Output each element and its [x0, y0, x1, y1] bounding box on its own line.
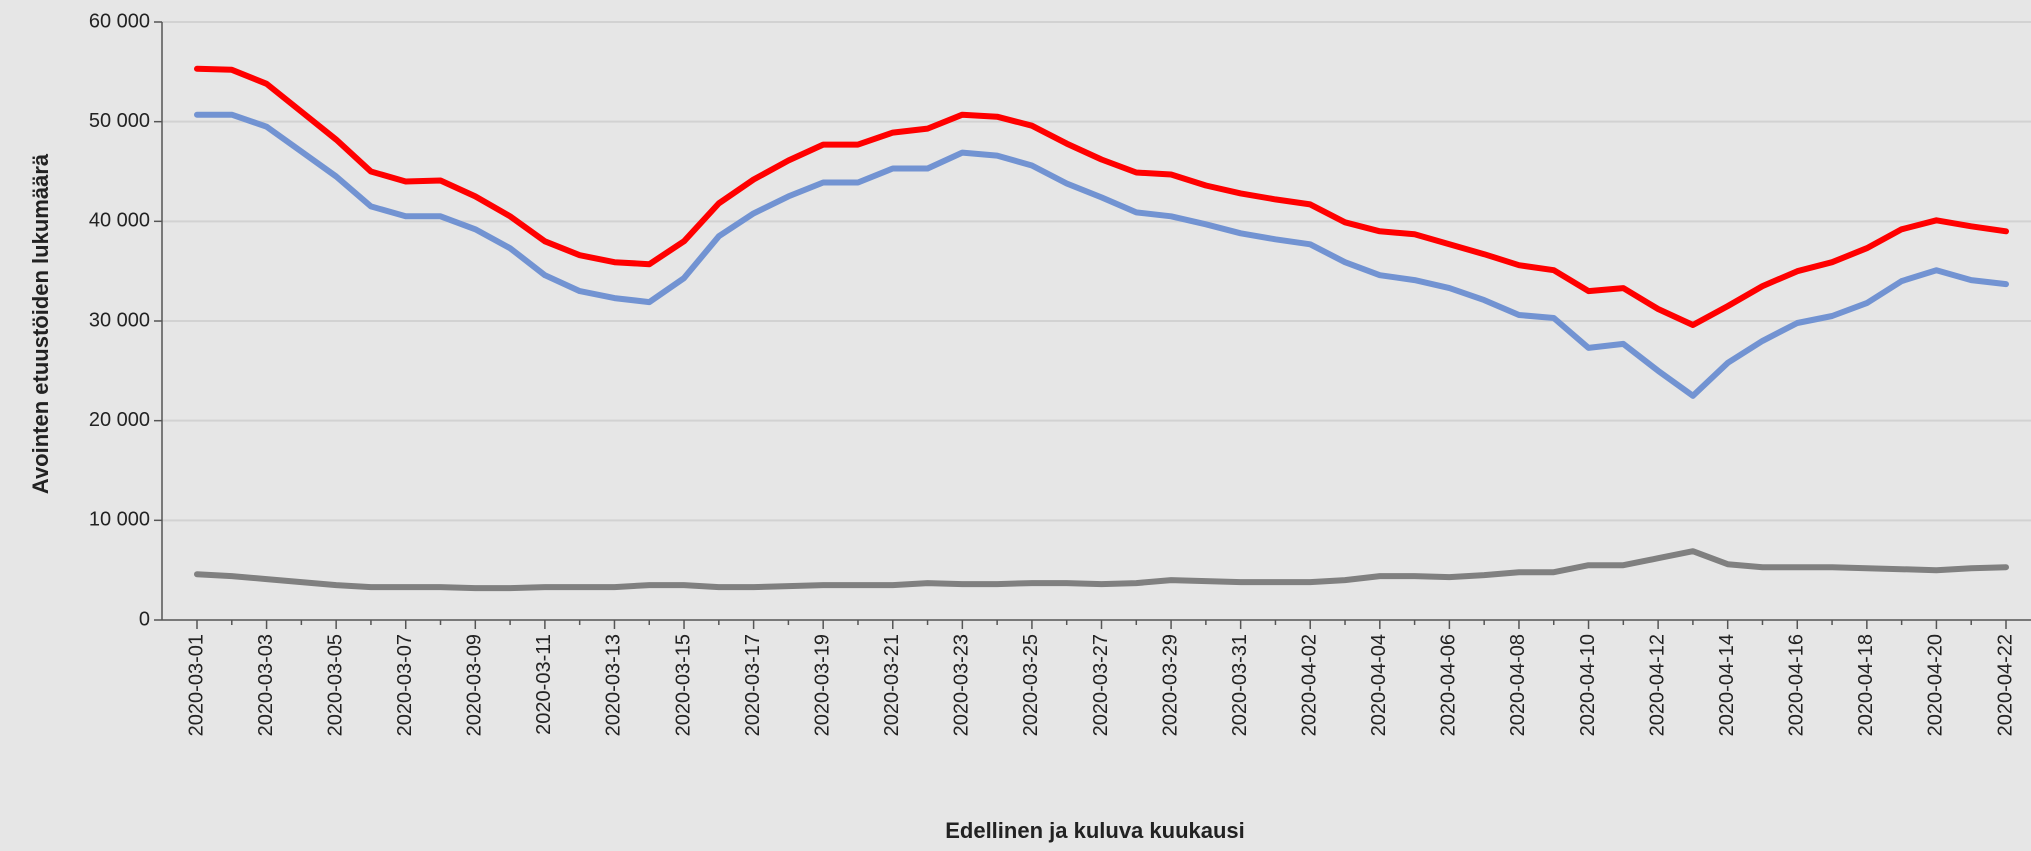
x-tick-label: 2020-04-18 — [1855, 634, 1877, 736]
series-line — [194, 65, 2009, 328]
x-tick-label: 2020-04-14 — [1716, 634, 1738, 736]
x-tick-label: 2020-03-17 — [742, 634, 764, 736]
x-tick-label: 2020-03-01 — [185, 634, 207, 736]
y-tick-label: 10 000 — [89, 509, 150, 531]
x-tick-label: 2020-03-09 — [464, 634, 486, 736]
x-tick-label: 2020-03-27 — [1090, 634, 1112, 736]
x-axis-title: Edellinen ja kuluva kuukausi — [945, 818, 1245, 843]
x-tick-label: 2020-03-05 — [324, 634, 346, 736]
x-tick-label: 2020-03-23 — [951, 634, 973, 736]
x-tick-label: 2020-04-20 — [1925, 634, 1947, 736]
y-tick-label: 30 000 — [89, 309, 150, 331]
x-tick-label: 2020-03-15 — [672, 634, 694, 736]
y-tick-label: 50 000 — [89, 110, 150, 132]
x-tick-label: 2020-03-31 — [1229, 634, 1251, 736]
x-tick-label: 2020-04-06 — [1438, 634, 1460, 736]
x-tick-label: 2020-04-10 — [1577, 634, 1599, 736]
x-tick-label: 2020-03-19 — [811, 634, 833, 736]
x-tick-label: 2020-03-03 — [255, 634, 277, 736]
x-tick-label: 2020-04-02 — [1299, 634, 1321, 736]
x-tick-label: 2020-04-16 — [1786, 634, 1808, 736]
x-tick-label: 2020-03-11 — [533, 634, 555, 735]
y-tick-label: 40 000 — [89, 210, 150, 232]
y-tick-label: 0 — [139, 608, 150, 630]
y-axis-title: Avointen etuustöiden lukumäärä — [28, 153, 53, 494]
x-tick-label: 2020-04-12 — [1646, 634, 1668, 736]
series-line — [194, 548, 2009, 592]
x-tick-label: 2020-03-25 — [1020, 634, 1042, 736]
x-tick-label: 2020-04-04 — [1368, 634, 1390, 736]
x-tick-label: 2020-03-07 — [394, 634, 416, 736]
x-tick-label: 2020-03-29 — [1159, 634, 1181, 736]
series-line — [194, 111, 2009, 399]
y-tick-label: 20 000 — [89, 409, 150, 431]
x-tick-label: 2020-03-13 — [603, 634, 625, 736]
x-tick-label: 2020-04-08 — [1507, 634, 1529, 736]
x-tick-label: 2020-03-21 — [881, 634, 903, 736]
y-tick-label: 60 000 — [89, 10, 150, 32]
x-tick-label: 2020-04-22 — [1994, 634, 2016, 736]
